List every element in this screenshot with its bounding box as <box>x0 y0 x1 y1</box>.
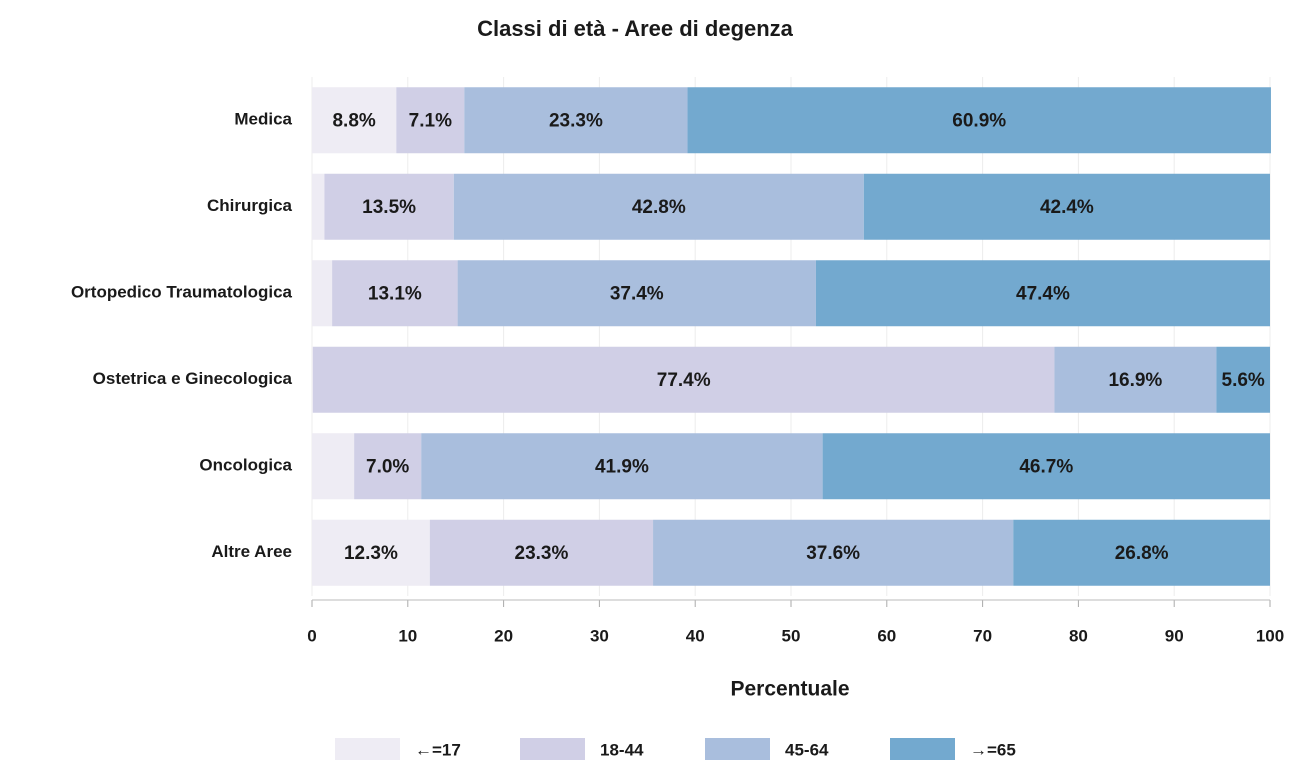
bar-segment <box>429 519 654 586</box>
bar-segment <box>312 433 355 500</box>
bar-segment <box>863 173 1270 240</box>
legend-swatch <box>335 738 400 760</box>
legend-swatch <box>520 738 585 760</box>
bar-segment <box>464 87 688 154</box>
data-label: 42.4% <box>1040 197 1094 218</box>
data-label: 41.9% <box>595 456 649 477</box>
x-tick-label: 0 <box>307 626 316 645</box>
y-tick-label: Oncologica <box>199 456 292 475</box>
data-label: 13.1% <box>368 283 422 304</box>
bar-segment <box>312 173 325 240</box>
bar-segment <box>354 433 422 500</box>
data-label: 60.9% <box>952 110 1006 131</box>
data-label: 12.3% <box>344 543 398 564</box>
data-label: 42.8% <box>632 197 686 218</box>
data-label: 16.9% <box>1108 370 1162 391</box>
x-tick-label: 40 <box>686 626 705 645</box>
bar-segment <box>396 87 465 154</box>
data-label: 26.8% <box>1115 543 1169 564</box>
x-tick-label: 90 <box>1165 626 1184 645</box>
bar-segment <box>687 87 1271 154</box>
bar-segment <box>312 346 313 413</box>
x-tick-label: 60 <box>877 626 896 645</box>
bar-segment <box>1013 519 1270 586</box>
data-label: 77.4% <box>657 370 711 391</box>
chart-title: Classi di età - Aree di degenza <box>477 16 794 41</box>
y-tick-label: Ostetrica e Ginecologica <box>93 369 293 388</box>
x-tick-label: 30 <box>590 626 609 645</box>
bar-segment <box>653 519 1014 586</box>
bar-segment <box>421 433 823 500</box>
bar-segment <box>822 433 1270 500</box>
bar-segment <box>1216 346 1270 413</box>
bar-segment <box>312 87 397 154</box>
legend-label: 45-64 <box>785 740 829 759</box>
x-tick-label: 70 <box>973 626 992 645</box>
y-tick-label: Medica <box>234 110 292 129</box>
bar-segment <box>312 346 1055 413</box>
data-label: 5.6% <box>1222 370 1265 391</box>
data-label: 23.3% <box>515 543 569 564</box>
legend-label: 18-44 <box>600 740 644 759</box>
bar-segment <box>312 260 333 327</box>
legend-label: ←=17 <box>415 740 461 759</box>
data-label: 23.3% <box>549 110 603 131</box>
bar-segment <box>1054 346 1217 413</box>
y-tick-label: Ortopedico Traumatologica <box>71 283 293 302</box>
x-tick-label: 100 <box>1256 626 1284 645</box>
legend-swatch <box>705 738 770 760</box>
data-label: 37.4% <box>610 283 664 304</box>
bar-segment <box>453 173 864 240</box>
x-tick-label: 20 <box>494 626 513 645</box>
y-tick-label: Altre Aree <box>211 542 292 561</box>
data-label: 47.4% <box>1016 283 1070 304</box>
legend-label: →=65 <box>970 740 1016 759</box>
data-label: 7.1% <box>409 110 452 131</box>
x-tick-label: 10 <box>398 626 417 645</box>
bar-segment <box>457 260 816 327</box>
bar-segment <box>332 260 458 327</box>
data-label: 8.8% <box>332 110 375 131</box>
x-tick-label: 50 <box>782 626 801 645</box>
bar-segment <box>815 260 1270 327</box>
legend-swatch <box>890 738 955 760</box>
y-tick-label: Chirurgica <box>207 196 293 215</box>
data-label: 13.5% <box>362 197 416 218</box>
bar-segment <box>312 519 430 586</box>
data-label: 46.7% <box>1019 456 1073 477</box>
x-axis-label: Percentuale <box>730 678 849 701</box>
x-tick-label: 80 <box>1069 626 1088 645</box>
data-label: 7.0% <box>366 456 409 477</box>
bar-segment <box>324 173 454 240</box>
data-label: 37.6% <box>806 543 860 564</box>
